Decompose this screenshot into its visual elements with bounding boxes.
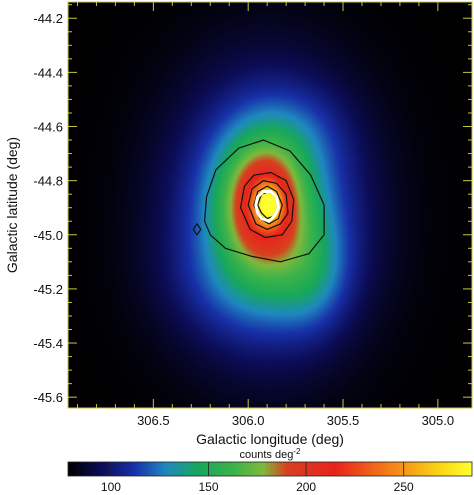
colorbar-title-text: counts deg	[240, 449, 294, 461]
x-tick-label: 306.0	[232, 413, 265, 428]
y-tick-label: -45.2	[33, 282, 63, 297]
colorbar-frame	[67, 461, 473, 477]
plot-frame	[67, 1, 473, 409]
colorbar-tick-label: 150	[199, 480, 219, 494]
plot-area	[67, 1, 473, 409]
y-axis: -44.2 -44.4 -44.6 -44.8 -45.0 -45.2 -45.4 -45.6	[33, 4, 472, 405]
y-tick-label: -44.6	[33, 120, 63, 135]
y-tick-label: -45.6	[33, 390, 63, 405]
colorbar: counts deg-2 100 150 200 250	[67, 447, 473, 494]
colorbar-title: counts deg-2	[240, 447, 301, 462]
y-tick-label: -44.4	[33, 65, 63, 80]
colorbar-title-exponent: -2	[293, 447, 301, 456]
y-tick-label: -45.4	[33, 336, 63, 351]
contour-0	[204, 139, 325, 263]
colorbar-gradient	[68, 462, 472, 476]
colorbar-tick-label: 250	[394, 480, 414, 494]
x-axis-title: Galactic longitude (deg)	[196, 431, 344, 447]
x-axis: 306.5 306.0 305.5 305.0	[76, 2, 455, 428]
x-tick-label: 305.0	[422, 413, 455, 428]
contour-5	[254, 190, 280, 223]
colorbar-tick-label: 200	[296, 480, 316, 494]
contour-2	[247, 180, 289, 230]
contour-layer	[192, 139, 325, 263]
x-tick-label: 305.5	[327, 413, 360, 428]
colorbar-tick-label: 100	[101, 480, 121, 494]
y-tick-label: -44.8	[33, 174, 63, 189]
heatmap-image	[68, 2, 472, 408]
y-axis-title: Galactic latitude (deg)	[4, 137, 20, 273]
x-tick-label: 306.5	[137, 413, 170, 428]
y-tick-label: -44.2	[33, 11, 63, 26]
contour-6	[192, 223, 202, 236]
y-tick-label: -45.0	[33, 228, 63, 243]
contour-1	[240, 171, 295, 239]
colorbar-ticks: 100 150 200 250	[101, 462, 414, 494]
